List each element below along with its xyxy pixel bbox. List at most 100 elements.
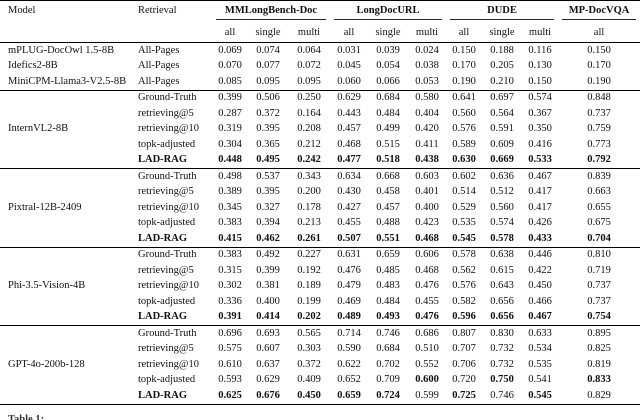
value-cell: 0.468 — [415, 232, 439, 244]
retrieval-cell: Ground-Truth — [138, 92, 197, 103]
value-cell: 0.641 — [452, 92, 476, 103]
value-cell: 0.458 — [376, 186, 400, 197]
value-cell: 0.637 — [256, 358, 280, 370]
value-cell: 0.656 — [490, 295, 514, 307]
value-cell: 0.720 — [452, 374, 476, 385]
retrieval-cell: retrieving@5 — [138, 107, 194, 119]
value-cell: 0.663 — [587, 186, 611, 197]
value-cell: 0.615 — [490, 264, 514, 276]
value-cell: 0.580 — [415, 92, 439, 103]
value-cell: 0.737 — [587, 295, 611, 307]
value-cell: 0.582 — [452, 295, 476, 307]
value-cell: 0.655 — [587, 201, 611, 213]
value-cell: 0.529 — [452, 201, 476, 213]
model-cell: MiniCPM-Llama3-V2.5-8B — [8, 75, 127, 87]
value-cell: 0.053 — [415, 75, 439, 87]
retrieval-cell: LAD-RAG — [138, 232, 187, 244]
group-header-dude: DUDE — [446, 1, 558, 23]
value-cell: 0.394 — [256, 217, 280, 228]
value-cell: 0.457 — [337, 123, 361, 134]
value-cell: 0.810 — [587, 249, 611, 260]
value-cell: 0.433 — [528, 232, 552, 244]
value-cell: 0.515 — [376, 138, 400, 150]
model-cell: Idefics2-8B — [8, 60, 58, 71]
retrieval-cell: topk-adjusted — [138, 217, 196, 228]
table-header: Model Retrieval MMLongBench-Doc LongDocU… — [0, 1, 640, 43]
value-cell: 0.261 — [297, 232, 321, 244]
value-cell: 0.833 — [587, 374, 611, 385]
value-cell: 0.417 — [528, 201, 552, 213]
value-cell: 0.684 — [376, 343, 400, 354]
model-block: GPT-4o-200b-128 Ground-Truth 0.696 0.693 0.5… — [0, 325, 640, 405]
value-cell: 0.676 — [256, 389, 280, 401]
value-cell: 0.170 — [452, 60, 476, 71]
value-cell: 0.345 — [218, 201, 242, 213]
value-cell: 0.633 — [528, 327, 552, 339]
results-table: Model Retrieval MMLongBench-Doc LongDocU… — [0, 0, 640, 405]
retrieval-cell: retrieving@10 — [138, 358, 199, 370]
retrieval-cell: Ground-Truth — [138, 170, 197, 182]
value-cell: 0.607 — [256, 343, 280, 354]
value-cell: 0.492 — [256, 249, 280, 260]
value-cell: 0.737 — [587, 107, 611, 119]
value-cell: 0.383 — [218, 249, 242, 260]
retrieval-cell: retrieving@5 — [138, 186, 194, 197]
value-cell: 0.518 — [376, 154, 400, 165]
value-cell: 0.574 — [528, 92, 552, 103]
value-cell: 0.227 — [297, 249, 321, 260]
value-cell: 0.600 — [415, 374, 439, 385]
model-block: Pixtral-12B-2409 Ground-Truth 0.498 0.537 0.… — [0, 168, 640, 248]
value-cell: 0.596 — [452, 311, 476, 322]
value-cell: 0.242 — [297, 154, 321, 165]
value-cell: 0.395 — [256, 123, 280, 134]
value-cell: 0.066 — [376, 75, 400, 87]
value-cell: 0.707 — [452, 343, 476, 354]
value-cell: 0.533 — [528, 154, 552, 165]
value-cell: 0.697 — [490, 92, 514, 103]
value-cell: 0.462 — [256, 232, 280, 244]
value-cell: 0.702 — [376, 358, 400, 370]
value-cell: 0.652 — [337, 374, 361, 385]
value-cell: 0.031 — [337, 44, 361, 56]
subheader-multi: multi — [297, 26, 321, 38]
value-cell: 0.190 — [452, 75, 476, 87]
value-cell: 0.417 — [528, 186, 552, 197]
value-cell: 0.210 — [490, 75, 514, 87]
subheader-all: all — [458, 26, 470, 38]
value-cell: 0.591 — [490, 123, 514, 134]
value-cell: 0.476 — [337, 264, 361, 276]
value-cell: 0.327 — [256, 201, 280, 213]
table-row: Phi-3.5-Vision-4B Ground-Truth 0.383 0.492 0… — [0, 247, 640, 290]
value-cell: 0.476 — [415, 280, 439, 291]
value-cell: 0.064 — [297, 44, 321, 56]
value-cell: 0.443 — [337, 107, 361, 119]
value-cell: 0.656 — [490, 311, 514, 322]
value-cell: 0.807 — [452, 327, 476, 339]
value-cell: 0.199 — [297, 295, 321, 307]
value-cell: 0.446 — [528, 249, 552, 260]
model-cell: GPT-4o-200b-128 — [8, 358, 85, 370]
value-cell: 0.319 — [218, 123, 242, 134]
retrieval-cell: retrieving@5 — [138, 343, 194, 354]
value-cell: 0.830 — [490, 327, 514, 339]
value-cell: 0.450 — [297, 389, 321, 401]
value-cell: 0.205 — [490, 60, 514, 71]
table-row: topk-adjusted 0.336 0.400 0.199 0.469 0.484 0.… — [0, 294, 640, 310]
value-cell: 0.039 — [376, 44, 400, 56]
value-cell: 0.409 — [297, 374, 321, 385]
value-cell: 0.304 — [218, 138, 242, 150]
value-cell: 0.693 — [256, 327, 280, 339]
table-row: retrieving@10 0.610 0.637 0.372 0.622 0.702 0.… — [0, 357, 640, 373]
value-cell: 0.192 — [297, 264, 321, 276]
table-row: retrieving@10 0.345 0.327 0.178 0.427 0.457 0.… — [0, 200, 640, 216]
value-cell: 0.541 — [528, 374, 552, 385]
value-cell: 0.420 — [415, 123, 439, 134]
value-cell: 0.669 — [490, 154, 514, 165]
value-cell: 0.077 — [256, 60, 280, 71]
value-cell: 0.343 — [297, 170, 321, 182]
value-cell: 0.659 — [376, 249, 400, 260]
value-cell: 0.552 — [415, 358, 439, 370]
value-cell: 0.455 — [415, 295, 439, 307]
value-cell: 0.484 — [376, 295, 400, 307]
caption-text: Table 1: — [8, 413, 45, 420]
